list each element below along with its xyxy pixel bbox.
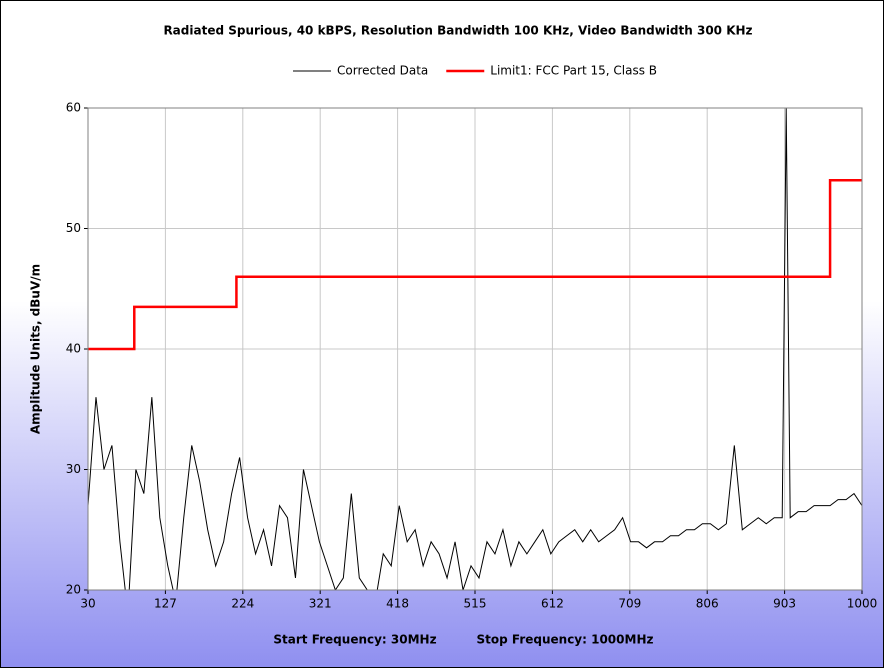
annotation: Start Frequency: 30MHz	[273, 633, 436, 647]
x-tick-label: 127	[154, 597, 177, 611]
y-tick-label: 20	[66, 583, 81, 597]
y-tick-label: 60	[66, 101, 81, 115]
y-axis-label: Amplitude Units, dBuV/m	[29, 264, 43, 434]
annotation: Stop Frequency: 1000MHz	[477, 633, 654, 647]
x-tick-label: 612	[541, 597, 564, 611]
y-tick-label: 40	[66, 342, 81, 356]
y-tick-label: 30	[66, 462, 81, 476]
x-tick-label: 903	[773, 597, 796, 611]
chart-title: Radiated Spurious, 40 kBPS, Resolution B…	[163, 24, 752, 38]
y-tick-label: 50	[66, 221, 81, 235]
data-line	[88, 108, 862, 590]
x-tick-label: 709	[618, 597, 641, 611]
legend-label: Corrected Data	[337, 64, 428, 78]
x-tick-label: 806	[696, 597, 719, 611]
x-tick-label: 321	[309, 597, 332, 611]
plot-border	[87, 107, 863, 591]
x-tick-label: 1000	[847, 597, 878, 611]
x-tick-label: 515	[464, 597, 487, 611]
x-tick-label: 224	[231, 597, 254, 611]
x-tick-label: 30	[80, 597, 95, 611]
data-line	[88, 179, 862, 351]
x-tick-label: 418	[386, 597, 409, 611]
legend-label: Limit1: FCC Part 15, Class B	[490, 64, 657, 78]
